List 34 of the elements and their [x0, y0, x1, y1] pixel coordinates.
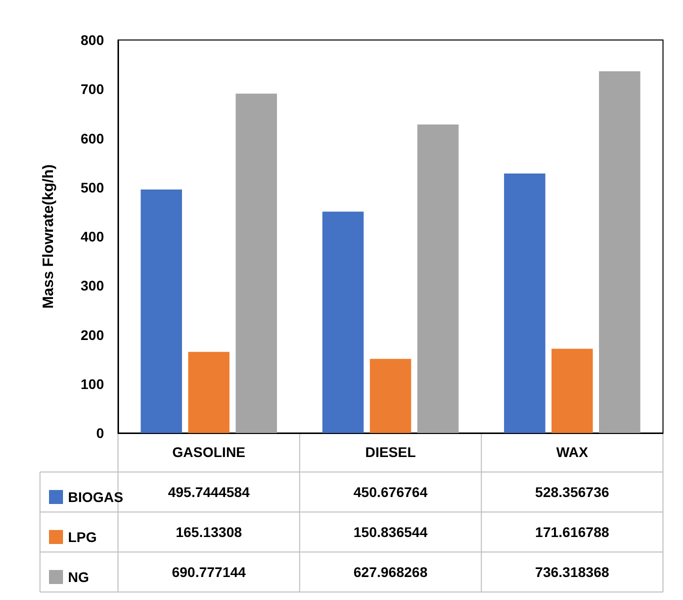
- y-tick-label: 600: [80, 130, 104, 146]
- y-tick-label: 700: [80, 81, 104, 98]
- y-tick-label: 100: [80, 376, 104, 392]
- legend-label: LPG: [68, 529, 97, 545]
- x-tick-label: GASOLINE: [172, 444, 246, 460]
- y-tick-label: 500: [80, 179, 104, 196]
- data-label: 150.836544: [354, 524, 428, 540]
- y-tick-label: 300: [80, 278, 104, 294]
- y-tick-label: 800: [80, 32, 104, 48]
- bar: [504, 173, 546, 433]
- x-tick-label: DIESEL: [365, 444, 416, 460]
- data-label: 450.676764: [354, 484, 428, 500]
- legend-label: NG: [68, 569, 90, 585]
- data-label: 528.356736: [535, 484, 610, 500]
- bar: [599, 71, 640, 433]
- data-label: 171.616788: [535, 524, 610, 540]
- bar: [322, 212, 364, 433]
- bar: [188, 352, 230, 433]
- legend-label: BIOGAS: [68, 489, 124, 505]
- bar: [140, 189, 182, 433]
- y-tick-label: 0: [96, 425, 104, 441]
- y-axis-title: Mass Flowrate(kg/h): [40, 164, 57, 309]
- data-label: 736.318368: [535, 564, 610, 580]
- data-label: 627.968268: [354, 564, 428, 580]
- bar: [370, 358, 412, 433]
- x-tick-label: WAX: [556, 444, 589, 460]
- bar: [417, 124, 459, 433]
- bar: [552, 348, 593, 433]
- data-label: 690.777144: [172, 564, 246, 580]
- data-label: 165.13308: [176, 524, 242, 540]
- bar: [236, 94, 277, 433]
- y-tick-label: 200: [80, 326, 104, 343]
- data-label: 495.7444584: [168, 484, 250, 500]
- y-tick-label: 400: [80, 228, 104, 244]
